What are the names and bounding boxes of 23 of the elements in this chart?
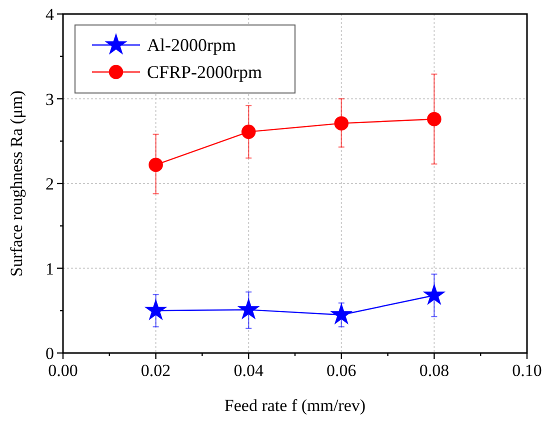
point (334, 116, 349, 130)
y-tick-label: 0 (46, 344, 54, 363)
point (237, 298, 260, 320)
legend-label: Al-2000rpm (147, 35, 236, 55)
x-tick-label: 0.06 (326, 361, 356, 380)
point (241, 124, 256, 139)
point (427, 112, 442, 126)
y-tick-label: 1 (46, 259, 54, 278)
y-tick-label: 2 (46, 174, 54, 194)
legend-label: CFRP-2000rpm (147, 62, 262, 82)
x-tick-label: 0.02 (140, 361, 171, 380)
x-tick-label: 0.10 (512, 361, 542, 380)
point (330, 302, 353, 325)
x-axis-title: Feed rate f (mm/rev) (224, 396, 366, 415)
point (148, 158, 163, 172)
y-axis-title: Surface roughness Ra (μm) (7, 90, 26, 277)
point (144, 298, 168, 320)
y-tick-label: 4 (46, 5, 54, 24)
x-tick-label: 0.08 (419, 361, 450, 380)
y-tick-label: 3 (46, 90, 54, 109)
point (422, 283, 446, 306)
x-tick-label: 0.04 (234, 361, 264, 380)
x-tick-label: 0.00 (48, 361, 78, 380)
